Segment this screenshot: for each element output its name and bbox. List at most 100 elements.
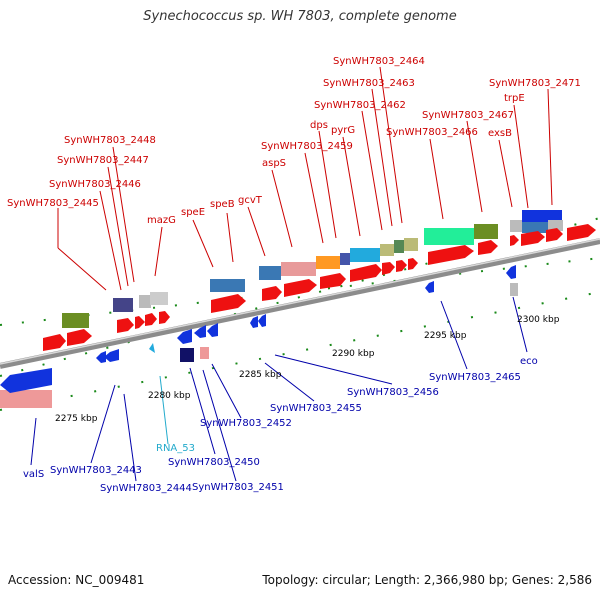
gene-label[interactable]: SynWH7803_2444: [100, 483, 192, 494]
gene-label[interactable]: eco: [520, 356, 538, 367]
gene-arrow[interactable]: [425, 281, 434, 293]
gene-arrow[interactable]: [284, 279, 317, 297]
gene-label[interactable]: speB: [210, 199, 235, 210]
gene-arrow[interactable]: [408, 258, 418, 270]
feature-box[interactable]: [316, 256, 340, 269]
feature-box[interactable]: [200, 347, 209, 359]
gene-label[interactable]: SynWH7803_2452: [200, 418, 292, 429]
gene-arrow[interactable]: [262, 286, 282, 301]
gene-label[interactable]: speE: [181, 207, 205, 218]
gene-arrow[interactable]: [177, 329, 192, 344]
gene-label[interactable]: pyrG: [331, 125, 355, 136]
gene-label[interactable]: SynWH7803_2456: [347, 387, 439, 398]
gene-arrow[interactable]: [506, 265, 516, 279]
gene-label[interactable]: SynWH7803_2463: [323, 78, 415, 89]
feature-box[interactable]: [139, 295, 151, 308]
feature-box[interactable]: [380, 244, 394, 256]
genome-title: Synechococcus sp. WH 7803, complete geno…: [143, 9, 457, 24]
tick-label: 2275 kbp: [55, 414, 98, 424]
feature-box[interactable]: [0, 390, 52, 408]
reverse-genes: [0, 265, 516, 393]
top-gene-labels: SynWH7803_2464 SynWH7803_2463 SynWH7803_…: [7, 56, 581, 226]
gene-arrow[interactable]: [159, 311, 170, 324]
gene-label[interactable]: SynWH7803_2466: [386, 127, 478, 138]
gene-label[interactable]: mazG: [147, 215, 176, 226]
feature-box[interactable]: [210, 279, 245, 292]
lower-dotted-guide: [0, 291, 600, 411]
gene-arrow[interactable]: [396, 260, 407, 272]
gene-label[interactable]: aspS: [262, 158, 286, 169]
gene-label[interactable]: SynWH7803_2445: [7, 198, 99, 209]
feature-box[interactable]: [522, 222, 548, 233]
bottom-leaders: [30, 296, 528, 482]
gene-arrow[interactable]: [67, 329, 92, 346]
genome-summary: Topology: circular; Length: 2,366,980 bp…: [262, 573, 592, 587]
tick-label: 2285 kbp: [239, 370, 282, 380]
rna-gene[interactable]: [149, 343, 155, 353]
gene-label[interactable]: valS: [23, 469, 44, 480]
gene-label[interactable]: gcvT: [238, 195, 263, 206]
gene-arrow[interactable]: [0, 368, 52, 393]
gene-arrow[interactable]: [546, 228, 563, 242]
feature-box[interactable]: [394, 240, 404, 253]
feature-box[interactable]: [474, 224, 498, 239]
gene-arrow[interactable]: [135, 316, 145, 329]
feature-box[interactable]: [340, 253, 350, 265]
gene-arrow[interactable]: [96, 351, 106, 363]
feature-box[interactable]: [150, 292, 168, 305]
feature-box[interactable]: [113, 298, 133, 312]
tick-label: 2280 kbp: [148, 391, 191, 401]
gene-arrow[interactable]: [43, 334, 66, 351]
gene-arrow[interactable]: [194, 325, 206, 338]
gene-label[interactable]: SynWH7803_2471: [489, 78, 581, 89]
gene-arrow[interactable]: [104, 349, 119, 362]
forward-genes: [43, 224, 596, 351]
gene-arrow[interactable]: [478, 240, 498, 255]
gene-arrow[interactable]: [258, 314, 266, 327]
gene-arrow[interactable]: [117, 318, 134, 333]
feature-box[interactable]: [522, 210, 562, 222]
feature-box[interactable]: [281, 262, 316, 276]
rna-label[interactable]: RNA_53: [156, 443, 195, 454]
gene-label[interactable]: SynWH7803_2465: [429, 372, 521, 383]
gene-label[interactable]: SynWH7803_2443: [50, 465, 142, 476]
gene-label[interactable]: SynWH7803_2450: [168, 457, 260, 468]
feature-box[interactable]: [510, 283, 518, 296]
gene-label[interactable]: SynWH7803_2467: [422, 110, 514, 121]
feature-box[interactable]: [180, 348, 194, 362]
gene-label[interactable]: SynWH7803_2459: [261, 141, 353, 152]
gene-arrow[interactable]: [211, 294, 246, 313]
bottom-gene-labels: eco SynWH7803_2465 SynWH7803_2456 SynWH7…: [23, 356, 538, 494]
gene-arrow[interactable]: [510, 235, 519, 246]
rna-leader: [159, 375, 169, 445]
feature-box[interactable]: [548, 220, 563, 231]
gene-arrow[interactable]: [207, 323, 218, 337]
gene-label[interactable]: SynWH7803_2462: [314, 100, 406, 111]
gene-arrow[interactable]: [350, 264, 382, 282]
gene-arrow[interactable]: [145, 313, 157, 326]
gene-arrow[interactable]: [428, 245, 474, 265]
backbone-highlight: [0, 238, 600, 365]
feature-box[interactable]: [510, 220, 522, 232]
feature-box[interactable]: [350, 248, 380, 262]
feature-box[interactable]: [62, 313, 89, 328]
gene-label[interactable]: SynWH7803_2451: [192, 482, 284, 493]
gene-label[interactable]: trpE: [504, 93, 525, 104]
feature-box[interactable]: [404, 238, 418, 251]
gene-label[interactable]: SynWH7803_2446: [49, 179, 141, 190]
gene-label[interactable]: dps: [310, 120, 328, 131]
feature-box[interactable]: [259, 266, 281, 280]
gene-label[interactable]: SynWH7803_2448: [64, 135, 156, 146]
gene-label[interactable]: SynWH7803_2447: [57, 155, 149, 166]
gene-arrow[interactable]: [521, 231, 545, 246]
gene-arrow[interactable]: [250, 316, 258, 328]
accession-text: Accession: NC_009481: [8, 573, 145, 587]
gene-arrow[interactable]: [567, 224, 596, 241]
gene-arrow[interactable]: [382, 262, 395, 275]
gene-arrow[interactable]: [320, 273, 346, 289]
feature-box[interactable]: [424, 228, 474, 245]
gene-label[interactable]: SynWH7803_2455: [270, 403, 362, 414]
gene-label[interactable]: SynWH7803_2464: [333, 56, 425, 67]
gene-label[interactable]: exsB: [488, 128, 512, 139]
